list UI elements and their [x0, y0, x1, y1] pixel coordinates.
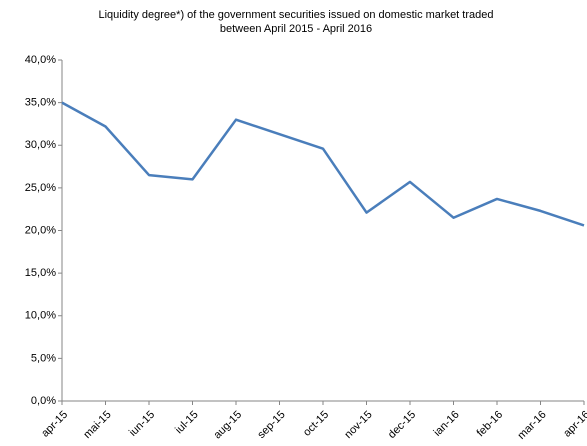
x-tick-label: aug-15 [211, 409, 244, 442]
x-tick-label: mar-16 [516, 409, 549, 442]
x-tick-label: sep-15 [255, 409, 287, 441]
x-tick-label: ian-16 [432, 409, 462, 439]
y-tick-label: 35,0% [25, 97, 56, 109]
chart-title: between April 2015 - April 2016 [220, 23, 372, 35]
y-tick-label: 15,0% [25, 267, 56, 279]
chart-title: Liquidity degree*) of the government sec… [99, 9, 494, 21]
y-tick-label: 40,0% [25, 54, 56, 66]
x-tick-label: iul-15 [173, 409, 201, 437]
x-tick-label: oct-15 [301, 409, 331, 439]
y-tick-label: 10,0% [25, 310, 56, 322]
x-tick-label: nov-15 [342, 409, 374, 441]
y-tick-label: 5,0% [31, 352, 56, 364]
x-tick-label: mai-15 [81, 409, 113, 441]
y-tick-label: 0,0% [31, 395, 56, 407]
x-tick-label: dec-15 [386, 409, 418, 441]
x-tick-label: feb-16 [475, 409, 506, 440]
line-series [61, 101, 585, 227]
y-tick-label: 25,0% [25, 182, 56, 194]
y-tick-label: 30,0% [25, 139, 56, 151]
x-tick-label: apr-15 [39, 409, 70, 440]
x-tick-label: apr-16 [561, 409, 587, 440]
y-tick-label: 20,0% [25, 224, 56, 236]
x-tick-label: iun-15 [127, 409, 157, 439]
